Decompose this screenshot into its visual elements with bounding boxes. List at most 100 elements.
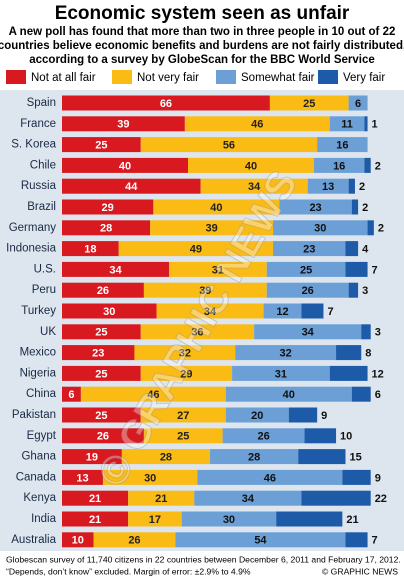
bar-segment	[62, 490, 129, 506]
value-label: 13	[76, 472, 88, 484]
bar-segment	[288, 407, 318, 423]
bar-segment	[102, 469, 198, 485]
value-label: 34	[204, 306, 217, 318]
y-tick-label: Kenya	[23, 492, 56, 504]
bar-segment	[62, 532, 94, 548]
value-label: 3	[375, 327, 381, 339]
value-label: 32	[179, 348, 191, 360]
bar-segment	[62, 428, 144, 444]
y-tick-label: Egypt	[27, 430, 57, 442]
value-label: 2	[359, 181, 365, 193]
value-label: 17	[149, 514, 161, 526]
value-label: 1	[372, 119, 378, 131]
bar-segment	[222, 428, 305, 444]
y-tick-label: U.S.	[34, 263, 56, 275]
bar-segment	[156, 303, 264, 319]
value-label: 27	[177, 410, 189, 422]
subtitle: A new poll has found that more than two …	[9, 26, 396, 38]
bar-segment	[263, 303, 302, 319]
value-label: 31	[212, 264, 224, 276]
value-label: 34	[302, 327, 315, 339]
value-label: 28	[160, 452, 172, 464]
bar-segment	[188, 157, 314, 173]
value-label: 54	[254, 535, 267, 547]
value-label: 46	[264, 472, 276, 484]
bar-segment	[140, 137, 318, 153]
value-label: 21	[346, 514, 358, 526]
bar-segment	[62, 261, 170, 277]
legend-swatch	[216, 70, 236, 84]
bar-segment	[194, 490, 302, 506]
y-tick-label: Ghana	[21, 451, 56, 463]
bar-segment	[314, 157, 365, 173]
value-label: 2	[375, 160, 381, 172]
value-label: 30	[223, 514, 235, 526]
value-label: 12	[276, 306, 288, 318]
value-label: 32	[280, 348, 292, 360]
value-label: 26	[97, 431, 109, 443]
value-label: 25	[177, 431, 189, 443]
value-label: 39	[117, 119, 129, 131]
value-label: 3	[362, 285, 368, 297]
bar-segment	[266, 261, 346, 277]
y-tick-label: UK	[40, 326, 56, 338]
bar-segment	[62, 345, 135, 361]
value-label: 39	[199, 285, 211, 297]
value-label: 11	[341, 119, 353, 131]
subtitle: countries believe economic benefits and …	[0, 40, 404, 52]
bar-segment	[128, 490, 195, 506]
value-label: 34	[242, 493, 255, 505]
y-tick-label: Turkey	[21, 305, 56, 317]
bar-segment	[345, 532, 368, 548]
value-label: 9	[375, 472, 381, 484]
bar-segment	[121, 449, 211, 465]
value-label: 26	[97, 285, 109, 297]
value-label: 66	[160, 98, 172, 110]
value-label: 40	[245, 160, 257, 172]
bar-segment	[143, 428, 223, 444]
bar-segment	[301, 490, 371, 506]
bar-segment	[128, 511, 182, 527]
bar-segment	[62, 282, 144, 298]
bar-segment	[364, 116, 368, 132]
bar-segment	[150, 220, 274, 236]
value-label: 7	[372, 264, 378, 276]
value-label: 6	[68, 389, 74, 401]
value-label: 23	[92, 348, 104, 360]
value-label: 7	[327, 306, 333, 318]
bar-segment	[273, 241, 346, 257]
value-label: 8	[365, 348, 371, 360]
bar-segment	[235, 345, 337, 361]
credit: © GRAPHIC NEWS	[322, 566, 398, 576]
value-label: 44	[125, 181, 138, 193]
value-label: 2	[378, 223, 384, 235]
bar-segment	[62, 469, 103, 485]
legend-label: Not at all fair	[31, 72, 96, 84]
value-label: 26	[128, 535, 140, 547]
subtitle: according to a survey by GlobeScan for t…	[29, 54, 375, 66]
value-label: 2	[362, 202, 368, 214]
bar-segment	[269, 95, 349, 111]
y-tick-label: Brazil	[27, 201, 56, 213]
bar-segment	[225, 407, 289, 423]
bar-segment	[140, 365, 233, 381]
bar-segment	[62, 303, 157, 319]
value-label: 46	[251, 119, 263, 131]
value-label: 10	[72, 535, 84, 547]
bar-segment	[62, 220, 151, 236]
bar-segment	[329, 116, 365, 132]
value-label: 7	[372, 535, 378, 547]
y-tick-label: Peru	[32, 284, 56, 296]
bar-segment	[351, 386, 371, 402]
bar-segment	[232, 365, 330, 381]
bar-segment	[181, 511, 277, 527]
bar-segment	[62, 365, 141, 381]
bar-segment	[62, 324, 141, 340]
value-label: 30	[103, 306, 115, 318]
y-tick-label: Russia	[21, 180, 57, 192]
value-label: 28	[100, 223, 112, 235]
bar-segment	[62, 241, 119, 257]
bar-segment	[118, 241, 274, 257]
bar-segment	[301, 303, 324, 319]
bar-segment	[62, 116, 185, 132]
